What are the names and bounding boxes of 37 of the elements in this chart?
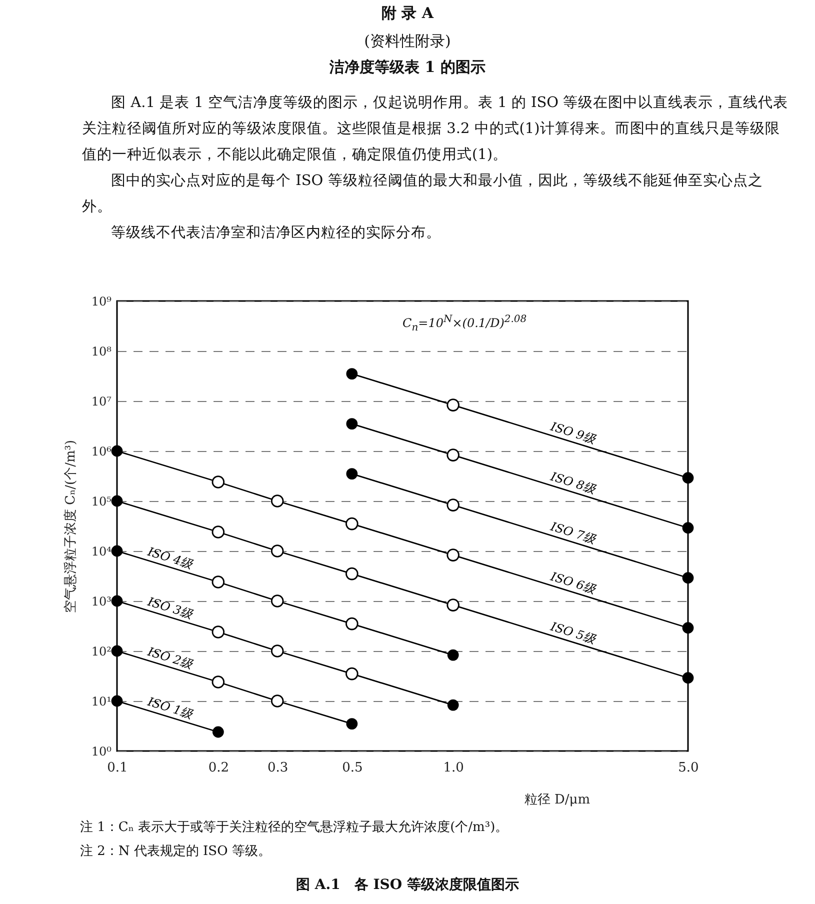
text: ISO 6级 <box>548 569 598 597</box>
text: 洁净度等级表 1 的图示 <box>328 58 486 77</box>
y-tick-label: 10⁶ <box>91 444 112 458</box>
y-tick-label: 10¹ <box>91 694 112 708</box>
text: ISO 9级 <box>548 419 598 447</box>
text: ISO 2级 <box>145 644 196 672</box>
text: 注 2：N 代表规定的 ISO 等级。 <box>80 843 272 861</box>
y-axis-title: 空气悬浮粒子浓度 Cₙ/(个/m³) <box>62 440 78 614</box>
y-tick-label: 10⁰ <box>91 744 112 758</box>
x-tick-label: 0.3 <box>268 760 288 776</box>
y-tick-label: 10⁴ <box>91 544 112 558</box>
text: ISO 3级 <box>145 594 196 622</box>
y-tick-label: 10² <box>91 644 112 658</box>
y-tick-label: 10³ <box>91 594 112 608</box>
chart-subtitle: (资料性附录) <box>363 32 452 51</box>
y-tick-label: 10⁸ <box>91 344 112 358</box>
text: 图 A.1 是表 1 空气洁净度等级的图示，仅起说明作用。表 1 的 ISO 等级在图中以直线表示，直线代表关注粒径阈值所对应的等级浓度限值。这些限值是根据 3.2 中的式(1)计算得来。而图中的直线只是等级限值的一种近似表示，不能以此确定限值，确定限值仍使用式(1)。 <box>82 94 790 165</box>
text: ISO 4级 <box>145 544 196 572</box>
chart-title: 附 录 A <box>380 4 435 23</box>
annotation: C$_{n}$=10$^{N}$×(0.1/D)$^{2.08}$ <box>402 314 527 334</box>
x-tick-label: 5.0 <box>678 760 699 776</box>
text: 图 A.1 各 ISO 等级浓度限值图示 <box>295 876 520 894</box>
x-tick-label: 0.1 <box>107 760 128 776</box>
x-tick-label: 0.2 <box>208 760 230 776</box>
y-tick-label: 10⁵ <box>91 494 112 508</box>
y-tick-label: 10⁷ <box>91 394 112 408</box>
text: ISO 8级 <box>548 469 598 497</box>
text: ISO 1级 <box>145 694 196 722</box>
text: 注 1：Cₙ 表示大于或等于关注粒径的空气悬浮粒子最大允许浓度(个/m³)。 <box>80 819 508 837</box>
text: ISO 5级 <box>548 619 598 647</box>
text: 等级线不代表洁净室和洁净区内粒径的实际分布。 <box>110 224 442 243</box>
x-tick-label: 1.0 <box>443 760 464 776</box>
x-tick-label: 0.5 <box>342 760 363 776</box>
x-axis-title: 粒径 D/μm <box>524 792 590 808</box>
text: 图中的实心点对应的是每个 ISO 等级粒径阈值的最大和最小值，因此，等级线不能延伸至实心点之外。 <box>82 172 764 217</box>
text: ISO 7级 <box>548 519 598 547</box>
y-tick-label: 10⁹ <box>91 294 112 308</box>
